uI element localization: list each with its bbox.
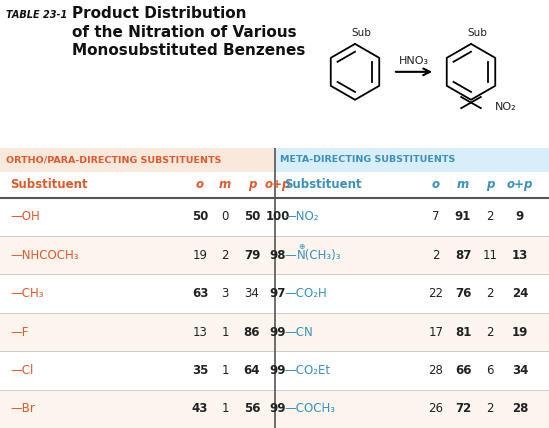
Text: —OH: —OH bbox=[10, 211, 40, 223]
Text: 9: 9 bbox=[516, 211, 524, 223]
Text: 22: 22 bbox=[429, 287, 444, 300]
Bar bbox=[0, 198, 549, 236]
Bar bbox=[0, 172, 549, 198]
Text: o+p: o+p bbox=[265, 178, 291, 191]
Text: 64: 64 bbox=[244, 364, 260, 377]
Text: —Br: —Br bbox=[10, 402, 35, 415]
Text: o+p: o+p bbox=[507, 178, 533, 191]
Text: 7: 7 bbox=[432, 211, 440, 223]
Text: N(CH₃)₃: N(CH₃)₃ bbox=[297, 249, 341, 262]
Bar bbox=[0, 148, 274, 172]
Text: 13: 13 bbox=[512, 249, 528, 262]
Text: ORTHO/PARA-DIRECTING SUBSTITUENTS: ORTHO/PARA-DIRECTING SUBSTITUENTS bbox=[6, 155, 221, 164]
Bar bbox=[0, 389, 549, 428]
Text: 3: 3 bbox=[221, 287, 229, 300]
Text: Product Distribution
of the Nitration of Various
Monosubstituted Benzenes: Product Distribution of the Nitration of… bbox=[72, 6, 305, 58]
Text: 35: 35 bbox=[192, 364, 208, 377]
Bar bbox=[0, 236, 549, 274]
Text: 81: 81 bbox=[455, 326, 471, 339]
Text: 50: 50 bbox=[244, 211, 260, 223]
Text: 2: 2 bbox=[221, 249, 229, 262]
Text: —NO₂: —NO₂ bbox=[284, 211, 318, 223]
Text: 91: 91 bbox=[455, 211, 471, 223]
Text: TABLE 23-1: TABLE 23-1 bbox=[6, 10, 67, 20]
Text: 72: 72 bbox=[455, 402, 471, 415]
Text: 24: 24 bbox=[512, 287, 528, 300]
Bar bbox=[274, 148, 549, 172]
Text: o: o bbox=[196, 178, 204, 191]
Text: 63: 63 bbox=[192, 287, 208, 300]
Text: —: — bbox=[284, 249, 296, 262]
Text: 66: 66 bbox=[455, 364, 471, 377]
Text: 2: 2 bbox=[486, 211, 494, 223]
Text: 43: 43 bbox=[192, 402, 208, 415]
Text: Substituent: Substituent bbox=[284, 178, 362, 191]
Text: —COCH₃: —COCH₃ bbox=[284, 402, 335, 415]
Text: 19: 19 bbox=[193, 249, 208, 262]
Text: Sub: Sub bbox=[351, 28, 371, 38]
Text: 2: 2 bbox=[432, 249, 440, 262]
Text: 79: 79 bbox=[244, 249, 260, 262]
Text: m: m bbox=[219, 178, 231, 191]
Text: 1: 1 bbox=[221, 364, 229, 377]
Text: p: p bbox=[486, 178, 494, 191]
Text: 1: 1 bbox=[221, 402, 229, 415]
Text: 100: 100 bbox=[266, 211, 290, 223]
Text: NO₂: NO₂ bbox=[495, 102, 517, 112]
Text: 56: 56 bbox=[244, 402, 260, 415]
Text: Substituent: Substituent bbox=[10, 178, 88, 191]
Text: HNO₃: HNO₃ bbox=[399, 56, 429, 66]
Text: 99: 99 bbox=[270, 326, 286, 339]
Text: 98: 98 bbox=[270, 249, 286, 262]
Text: 0: 0 bbox=[221, 211, 229, 223]
Text: o: o bbox=[432, 178, 440, 191]
Text: 87: 87 bbox=[455, 249, 471, 262]
Text: —F: —F bbox=[10, 326, 29, 339]
Bar bbox=[0, 313, 549, 351]
Text: —CH₃: —CH₃ bbox=[10, 287, 43, 300]
Text: 97: 97 bbox=[270, 287, 286, 300]
Text: 26: 26 bbox=[429, 402, 444, 415]
Text: 19: 19 bbox=[512, 326, 528, 339]
Text: p: p bbox=[248, 178, 256, 191]
Text: 76: 76 bbox=[455, 287, 471, 300]
Text: 34: 34 bbox=[512, 364, 528, 377]
Text: —CO₂Et: —CO₂Et bbox=[284, 364, 330, 377]
Text: —CO₂H: —CO₂H bbox=[284, 287, 327, 300]
Text: 2: 2 bbox=[486, 287, 494, 300]
Text: 13: 13 bbox=[193, 326, 208, 339]
Text: 50: 50 bbox=[192, 211, 208, 223]
Text: 28: 28 bbox=[429, 364, 444, 377]
Text: Sub: Sub bbox=[467, 28, 487, 38]
Text: 6: 6 bbox=[486, 364, 494, 377]
Text: 2: 2 bbox=[486, 326, 494, 339]
Text: 99: 99 bbox=[270, 364, 286, 377]
Text: 1: 1 bbox=[221, 326, 229, 339]
Text: 2: 2 bbox=[486, 402, 494, 415]
Text: m: m bbox=[457, 178, 469, 191]
Text: 17: 17 bbox=[429, 326, 444, 339]
Text: 34: 34 bbox=[244, 287, 260, 300]
Text: —NHCOCH₃: —NHCOCH₃ bbox=[10, 249, 79, 262]
Text: ⊕: ⊕ bbox=[298, 242, 304, 251]
Text: META-DIRECTING SUBSTITUENTS: META-DIRECTING SUBSTITUENTS bbox=[281, 155, 456, 164]
Text: 99: 99 bbox=[270, 402, 286, 415]
Text: 86: 86 bbox=[244, 326, 260, 339]
Text: 28: 28 bbox=[512, 402, 528, 415]
Text: —CN: —CN bbox=[284, 326, 313, 339]
Text: —Cl: —Cl bbox=[10, 364, 33, 377]
Bar bbox=[0, 274, 549, 313]
Text: 11: 11 bbox=[483, 249, 497, 262]
Bar bbox=[0, 351, 549, 389]
